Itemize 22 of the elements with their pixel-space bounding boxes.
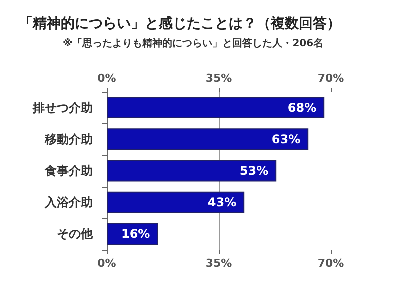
chart-title: 「精神的につらい」と感じたことは？（複数回答） bbox=[19, 15, 341, 32]
x-tick-label: 0% bbox=[98, 257, 116, 270]
x2-tick-label: 0% bbox=[98, 72, 116, 85]
x-tick-label: 35% bbox=[206, 257, 232, 270]
x-tick-label: 70% bbox=[318, 257, 344, 270]
y-tick-label: 排せつ介助 bbox=[32, 100, 93, 115]
y-tick-label: 移動介助 bbox=[44, 132, 93, 146]
y-tick-label: 食事介助 bbox=[44, 164, 93, 178]
y-tick-label: 入浴介助 bbox=[44, 196, 93, 210]
data-label: 68% bbox=[288, 100, 317, 115]
y-tick-label: その他 bbox=[57, 227, 94, 242]
data-label: 63% bbox=[272, 132, 301, 146]
x2-tick-label: 35% bbox=[206, 72, 232, 85]
bar bbox=[107, 160, 277, 182]
data-label: 53% bbox=[240, 164, 269, 178]
data-label: 16% bbox=[121, 227, 150, 242]
data-label: 43% bbox=[208, 196, 237, 210]
bar bbox=[107, 97, 325, 119]
bar bbox=[107, 128, 309, 150]
chart-subtitle: ※「思ったよりも精神的につらい」と回答した人・206名 bbox=[63, 38, 324, 50]
bar bbox=[107, 192, 245, 214]
x2-tick-label: 70% bbox=[318, 72, 344, 85]
